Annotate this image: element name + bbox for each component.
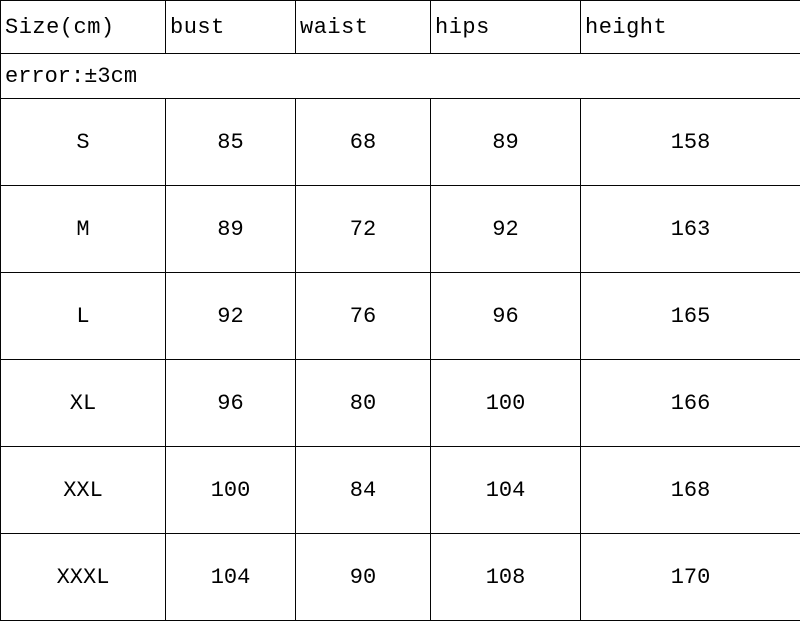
cell-waist: 72 (296, 186, 431, 273)
cell-waist: 84 (296, 447, 431, 534)
cell-size: L (1, 273, 166, 360)
table-row: XL 96 80 100 166 (1, 360, 800, 447)
cell-size: XXXL (1, 534, 166, 621)
col-header-hips: hips (431, 1, 581, 54)
cell-height: 166 (581, 360, 800, 447)
cell-bust: 92 (166, 273, 296, 360)
col-header-height: height (581, 1, 800, 54)
cell-hips: 96 (431, 273, 581, 360)
cell-hips: 104 (431, 447, 581, 534)
table-row: XXXL 104 90 108 170 (1, 534, 800, 621)
cell-height: 158 (581, 99, 800, 186)
cell-height: 163 (581, 186, 800, 273)
cell-bust: 85 (166, 99, 296, 186)
error-note-row: error:±3cm (1, 54, 800, 99)
table-row: S 85 68 89 158 (1, 99, 800, 186)
cell-waist: 90 (296, 534, 431, 621)
header-row: Size(cm) bust waist hips height (1, 1, 800, 54)
cell-hips: 108 (431, 534, 581, 621)
cell-waist: 76 (296, 273, 431, 360)
table-row: L 92 76 96 165 (1, 273, 800, 360)
cell-height: 168 (581, 447, 800, 534)
cell-hips: 89 (431, 99, 581, 186)
cell-size: XL (1, 360, 166, 447)
cell-bust: 96 (166, 360, 296, 447)
cell-waist: 80 (296, 360, 431, 447)
cell-height: 165 (581, 273, 800, 360)
col-header-waist: waist (296, 1, 431, 54)
cell-hips: 92 (431, 186, 581, 273)
cell-bust: 100 (166, 447, 296, 534)
size-chart-table: Size(cm) bust waist hips height error:±3… (0, 0, 800, 621)
cell-size: M (1, 186, 166, 273)
cell-bust: 89 (166, 186, 296, 273)
cell-bust: 104 (166, 534, 296, 621)
data-body: S 85 68 89 158 M 89 72 92 163 L 92 76 96… (1, 99, 800, 621)
error-note: error:±3cm (1, 54, 800, 99)
cell-waist: 68 (296, 99, 431, 186)
table-row: XXL 100 84 104 168 (1, 447, 800, 534)
table-row: M 89 72 92 163 (1, 186, 800, 273)
cell-hips: 100 (431, 360, 581, 447)
cell-size: XXL (1, 447, 166, 534)
cell-height: 170 (581, 534, 800, 621)
col-header-size: Size(cm) (1, 1, 166, 54)
cell-size: S (1, 99, 166, 186)
col-header-bust: bust (166, 1, 296, 54)
